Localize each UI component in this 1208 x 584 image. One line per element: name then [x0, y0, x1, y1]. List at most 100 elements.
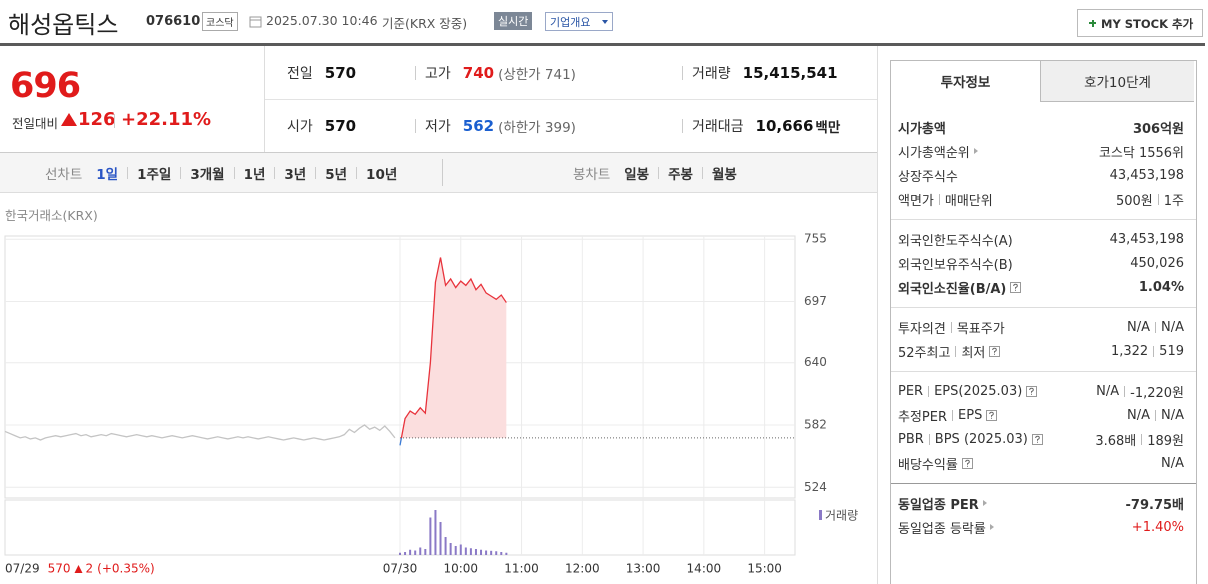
- candle-tab[interactable]: 주봉: [668, 166, 693, 183]
- help-icon[interactable]: [986, 409, 998, 421]
- plus-icon-v: [1091, 19, 1094, 27]
- info-tab[interactable]: 투자정보: [891, 61, 1040, 101]
- info-value: N/A N/A: [1127, 408, 1184, 423]
- info-row: 투자의견 목표주가 N/A N/A: [898, 315, 1184, 339]
- label-separator: [950, 321, 952, 333]
- info-label-text: 시가총액순위: [898, 145, 970, 161]
- info-label-text: 외국인한도주식수(A): [898, 233, 1013, 249]
- info-label-text: 외국인소진율(B/A): [898, 281, 1007, 297]
- period-tab[interactable]: 3개월: [190, 166, 225, 183]
- my-stock-button[interactable]: MY STOCK 추가: [1077, 9, 1203, 37]
- info-label-text: 동일업종 등락률: [898, 521, 986, 537]
- info-value: N/A -1,220원: [1096, 382, 1184, 401]
- help-icon-glyph: [1013, 283, 1019, 291]
- info-tab[interactable]: 호가10단계: [1040, 61, 1194, 102]
- period-tab[interactable]: 1년: [243, 166, 266, 183]
- chart-tab-bar: 선차트 1일 1주일 3개월 1년 3년 5년 10년 봉차트 일봉 주봉 월봉: [0, 152, 877, 193]
- up-triangle: [61, 113, 77, 126]
- separator: [114, 114, 115, 128]
- info-row: 배당수익률 N/A: [898, 451, 1184, 475]
- value-separator: [1155, 409, 1156, 421]
- candle-tab[interactable]: 월봉: [711, 166, 737, 183]
- info-row: 52주최고 최저 1,322 519: [898, 339, 1184, 363]
- arrow-icon[interactable]: [982, 500, 987, 506]
- info-label-text: PBR: [898, 431, 924, 447]
- tab-separator: [315, 166, 317, 179]
- info-value: 43,453,198: [1110, 168, 1184, 183]
- value-separator: [1124, 385, 1126, 397]
- info-value: 43,453,198: [1110, 232, 1184, 247]
- volume-bar: [505, 552, 508, 555]
- period-tab[interactable]: 10년: [366, 166, 398, 183]
- info-label-text: 추정PER: [898, 409, 948, 425]
- info-label: 상장주식수: [898, 166, 958, 185]
- period-tab[interactable]: 3년: [284, 166, 307, 183]
- info-label-text: 52주최고: [898, 345, 951, 361]
- info-label: 외국인한도주식수(A): [898, 230, 1013, 249]
- info-label: 추정PER EPS: [898, 406, 998, 425]
- volume-bar: [485, 550, 488, 555]
- value-separator: [1141, 433, 1143, 445]
- info-label-text: PER: [898, 383, 924, 399]
- info-label-text: 시가총액: [898, 121, 946, 137]
- period-tab[interactable]: 1주일: [137, 166, 172, 183]
- info-label-text: 목표주가: [956, 321, 1005, 337]
- basis: 기준(KRX 장중): [382, 16, 468, 31]
- group-divider: [891, 371, 1196, 372]
- info-value-text: -79.75배: [1125, 497, 1184, 513]
- info-value-text: 1주: [1163, 193, 1184, 209]
- volume-bar: [419, 547, 422, 555]
- info-label-text: 상장주식수: [898, 169, 958, 185]
- help-icon[interactable]: [1031, 433, 1043, 445]
- period-tab[interactable]: 1일: [96, 166, 119, 183]
- info-label: PER EPS(2025.03): [898, 383, 1038, 399]
- volume-bar: [424, 549, 427, 555]
- info-row: 액면가 매매단위 500원 1주: [898, 187, 1184, 211]
- help-icon[interactable]: [961, 457, 973, 469]
- arrow-icon[interactable]: [989, 524, 994, 530]
- info-label: 투자의견 목표주가: [898, 318, 1005, 337]
- volume-bar: [434, 510, 437, 555]
- info-value-text: 43,453,198: [1109, 231, 1184, 247]
- help-icon[interactable]: [989, 345, 1001, 357]
- help-icon-glyph: [989, 411, 995, 419]
- row-divider: [265, 99, 878, 100]
- info-value-text: N/A: [1096, 383, 1120, 399]
- volume-legend-swatch: [819, 510, 822, 520]
- info-panel: 투자정보 호가10단계 시가총액 306억원 시가총액순위 코스닥 1556위 상장주식수 4…: [890, 60, 1197, 584]
- period-tab[interactable]: 5년: [325, 166, 348, 183]
- volume-legend-label: 거래량: [825, 509, 858, 523]
- info-value: 1,322 519: [1111, 344, 1184, 359]
- info-value: +1.40%: [1132, 520, 1184, 535]
- tab-separator: [127, 166, 129, 179]
- realtime-badge[interactable]: 실시간: [494, 12, 533, 30]
- x-tick-label: 13:00: [626, 562, 661, 576]
- info-value: 3.68배 189원: [1095, 430, 1184, 449]
- info-value-text: N/A: [1127, 319, 1150, 335]
- help-icon[interactable]: [1010, 281, 1022, 293]
- quote-value: 10,666: [755, 116, 814, 135]
- info-label-text: 동일업종 PER: [898, 497, 979, 513]
- x-tick-label: 12:00: [565, 562, 600, 576]
- company-info-label: 기업개요: [550, 16, 591, 29]
- help-icon[interactable]: [1026, 385, 1038, 397]
- line-chart-tabs: 선차트 1일 1주일 3개월 1년 3년 5년 10년: [45, 153, 397, 192]
- label-separator: [928, 385, 930, 397]
- y-tick-label: 640: [804, 355, 827, 369]
- company-info-button[interactable]: 기업개요: [545, 12, 613, 31]
- info-label-text: 외국인보유주식수(B): [898, 257, 1013, 273]
- info-label: 시가총액: [898, 118, 946, 137]
- value-separator: [1155, 321, 1156, 333]
- x-tick-label: 10:00: [443, 562, 478, 576]
- quote-label: 시가: [287, 118, 313, 135]
- arrow-icon[interactable]: [973, 148, 978, 154]
- stock-code: 076610: [146, 14, 201, 29]
- candle-tab[interactable]: 일봉: [624, 166, 650, 183]
- info-value-text: 450,026: [1130, 255, 1184, 271]
- prev-close-label: 570: [48, 562, 71, 576]
- volume-bar: [490, 550, 493, 555]
- info-row: 상장주식수 43,453,198: [898, 163, 1184, 187]
- change-label: 전일대비: [12, 116, 59, 131]
- volume-bar: [404, 552, 407, 555]
- info-value: N/A: [1161, 456, 1184, 471]
